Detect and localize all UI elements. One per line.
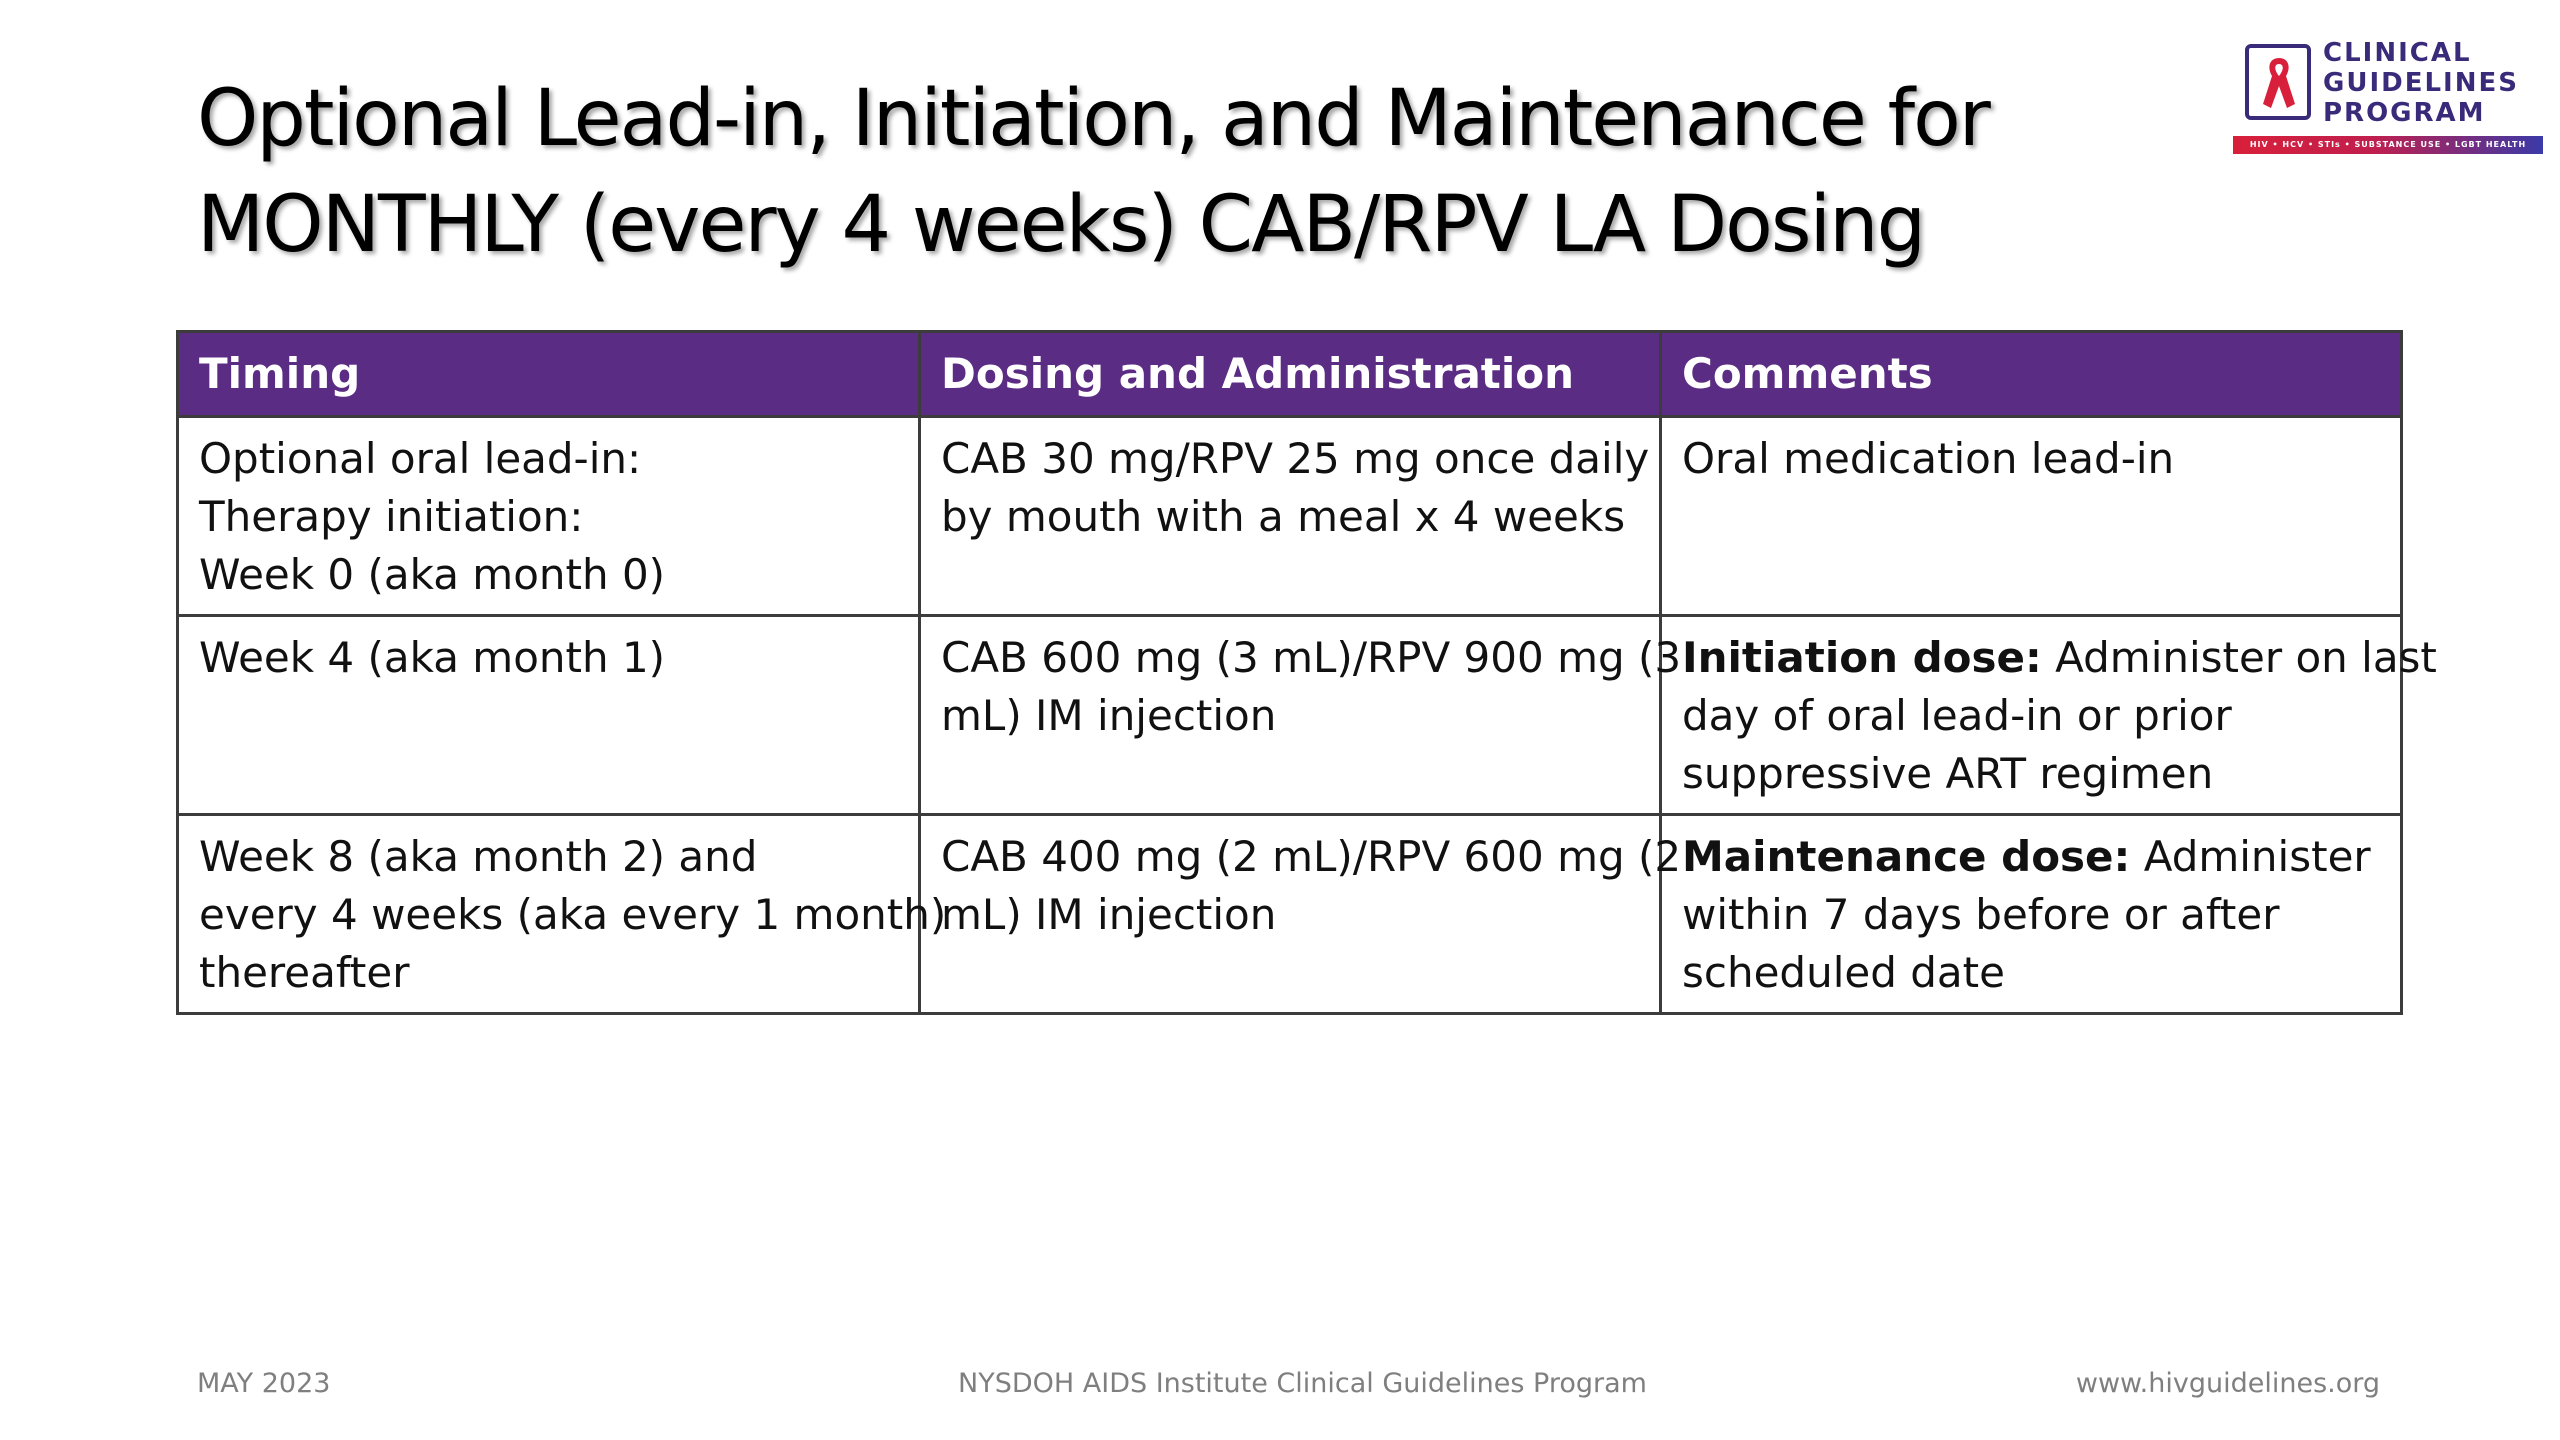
- comment-bold-label: Maintenance dose:: [1682, 832, 2131, 881]
- table-row: Week 4 (aka month 1) CAB 600 mg (3 mL)/R…: [176, 614, 2437, 816]
- clinical-guidelines-logo: CLINICAL GUIDELINES PROGRAM HIV • HCV • …: [2233, 38, 2543, 160]
- comment-text: Administer on last: [2041, 633, 2437, 682]
- cell-text: thereafter: [199, 948, 410, 997]
- footer-date: MAY 2023: [197, 1368, 331, 1399]
- comment-text: Administer: [2130, 832, 2371, 881]
- cell-text: Oral medication lead-in: [1682, 434, 2175, 483]
- logo-ribbon-frame: [2245, 44, 2311, 120]
- table-row: Optional oral lead-in: Therapy initiatio…: [176, 415, 2403, 617]
- footer-website: www.hivguidelines.org: [2075, 1368, 2380, 1399]
- cell-comments: Maintenance dose: Administer within 7 da…: [1659, 813, 2403, 1015]
- cell-dosing: CAB 30 mg/RPV 25 mg once daily by mouth …: [918, 415, 1662, 617]
- cell-text: Week 4 (aka month 1): [199, 633, 666, 682]
- cell-text: CAB 400 mg (2 mL)/RPV 600 mg (2: [941, 832, 1682, 881]
- cell-text: CAB 600 mg (3 mL)/RPV 900 mg (3: [941, 633, 1682, 682]
- logo-line-2: GUIDELINES: [2323, 68, 2519, 98]
- cell-text: Optional oral lead-in:: [199, 434, 642, 483]
- header-dosing: Dosing and Administration: [918, 330, 1662, 418]
- cell-comments: Oral medication lead-in: [1659, 415, 2403, 617]
- cell-text: mL) IM injection: [941, 691, 1277, 740]
- cell-text: every 4 weeks (aka every 1 month): [199, 890, 947, 939]
- slide-title: Optional Lead-in, Initiation, and Mainte…: [197, 66, 2147, 278]
- cell-timing: Week 8 (aka month 2) and every 4 weeks (…: [176, 813, 947, 1015]
- logo-line-1: CLINICAL: [2323, 38, 2472, 68]
- header-comments: Comments: [1659, 330, 2403, 418]
- cell-comments: Initiation dose: Administer on last day …: [1659, 614, 2437, 816]
- comment-bold-label: Initiation dose:: [1682, 633, 2042, 682]
- cell-dosing: CAB 600 mg (3 mL)/RPV 900 mg (3 mL) IM i…: [918, 614, 1682, 816]
- cell-text: mL) IM injection: [941, 890, 1277, 939]
- table-row: Week 8 (aka month 2) and every 4 weeks (…: [176, 813, 2403, 1015]
- cell-text: day of oral lead-in or prior: [1682, 691, 2232, 740]
- logo-wordmark: CLINICAL GUIDELINES PROGRAM: [2323, 38, 2519, 128]
- dosing-table: Timing Dosing and Administration Comment…: [176, 330, 2437, 1015]
- cell-text: suppressive ART regimen: [1682, 749, 2214, 798]
- cell-timing: Week 4 (aka month 1): [176, 614, 921, 816]
- cell-text: by mouth with a meal x 4 weeks: [941, 492, 1626, 541]
- comment-first-line: Maintenance dose: Administer: [1682, 828, 2380, 886]
- logo-tagline: HIV • HCV • STIs • SUBSTANCE USE • LGBT …: [2233, 136, 2543, 154]
- cell-text: Therapy initiation:: [199, 492, 584, 541]
- slide-title-line-1: Optional Lead-in, Initiation, and Mainte…: [197, 74, 1991, 164]
- cell-dosing: CAB 400 mg (2 mL)/RPV 600 mg (2 mL) IM i…: [918, 813, 1682, 1015]
- awareness-ribbon-icon: [2263, 58, 2295, 108]
- logo-line-3: PROGRAM: [2323, 98, 2486, 128]
- cell-text: within 7 days before or after: [1682, 890, 2280, 939]
- cell-text: Week 0 (aka month 0): [199, 550, 666, 599]
- comment-first-line: Initiation dose: Administer on last: [1682, 629, 2437, 687]
- header-timing: Timing: [176, 330, 921, 418]
- cell-text: Week 8 (aka month 2) and: [199, 832, 758, 881]
- cell-text: scheduled date: [1682, 948, 2005, 997]
- cell-timing: Optional oral lead-in: Therapy initiatio…: [176, 415, 921, 617]
- footer-program: NYSDOH AIDS Institute Clinical Guideline…: [958, 1368, 1647, 1399]
- table-header-row: Timing Dosing and Administration Comment…: [176, 330, 2403, 418]
- slide-title-line-2: MONTHLY (every 4 weeks) CAB/RPV LA Dosin…: [197, 180, 1926, 270]
- cell-text: CAB 30 mg/RPV 25 mg once daily: [941, 434, 1650, 483]
